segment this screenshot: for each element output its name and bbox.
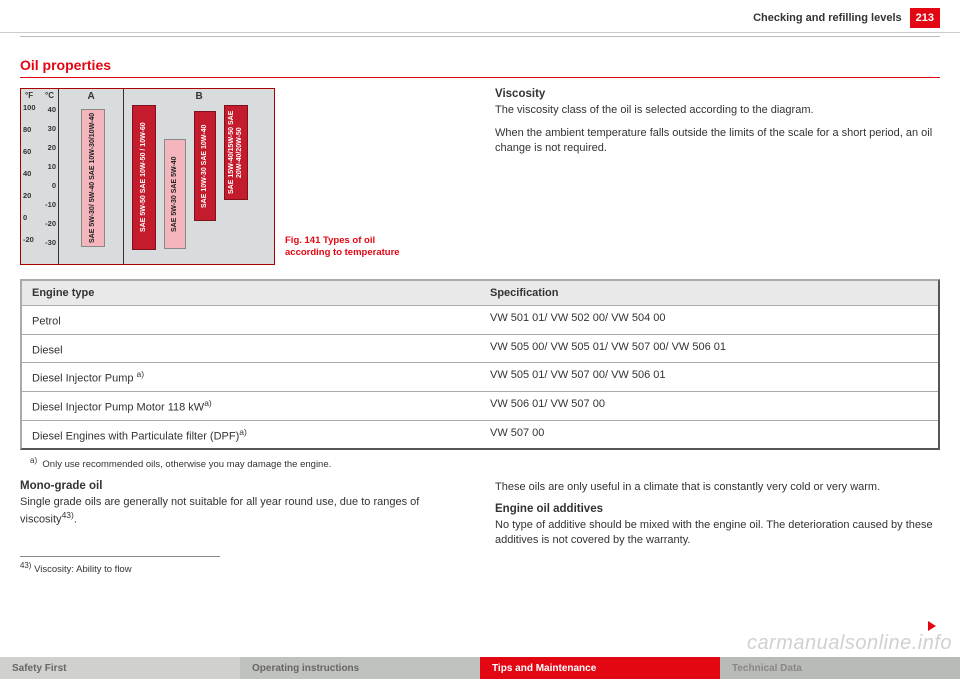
- axis-unit-f: °F: [25, 91, 33, 100]
- footnote-sup: 43): [20, 561, 31, 570]
- table-header-row: Engine type Specification: [22, 281, 938, 306]
- viscosity-p1: The viscosity class of the oil is select…: [495, 103, 940, 118]
- table-head-col2: Specification: [480, 281, 938, 305]
- figure-caption-line1: Fig. 141 Types of oil: [285, 235, 375, 246]
- table-cell: Petrol: [22, 306, 480, 334]
- table-cell: VW 506 01/ VW 507 00: [480, 392, 938, 420]
- section-rule: [20, 77, 940, 78]
- additives-column: These oils are only useful in a climate …: [495, 480, 940, 575]
- tick-f: 0: [23, 213, 27, 222]
- climate-para: These oils are only useful in a climate …: [495, 480, 940, 495]
- spec-table: Engine type Specification Petrol VW 501 …: [20, 279, 940, 450]
- tick-c: 10: [48, 162, 56, 171]
- table-cell: VW 507 00: [480, 421, 938, 449]
- bar-b2: SAE 5W-30 SAE 5W-40: [164, 139, 186, 249]
- footnote-43: 43) Viscosity: Ability to flow: [20, 556, 220, 575]
- tick-c: 20: [48, 143, 56, 152]
- table-row: Diesel VW 505 00/ VW 505 01/ VW 507 00/ …: [22, 335, 938, 364]
- figure-caption: Fig. 141 Types of oil according to tempe…: [285, 235, 400, 259]
- table-note-sup: a): [30, 456, 37, 465]
- tick-c: -10: [45, 200, 56, 209]
- table-cell: VW 505 01/ VW 507 00/ VW 506 01: [480, 363, 938, 391]
- figure-column: °F °C 100 80 60 40 20 0 -20 40 30 20 10 …: [20, 88, 465, 265]
- table-row: Petrol VW 501 01/ VW 502 00/ VW 504 00: [22, 306, 938, 335]
- lower-columns: Mono-grade oil Single grade oils are gen…: [20, 480, 940, 575]
- table-cell-text: Diesel Injector Pump Motor 118 kW: [32, 402, 204, 414]
- tick-c: -30: [45, 238, 56, 247]
- bar-b3: SAE 10W-30 SAE 10W-40: [194, 111, 216, 221]
- tab-technical[interactable]: Technical Data: [720, 657, 960, 679]
- table-row: Diesel Engines with Particulate filter (…: [22, 421, 938, 449]
- tick-f: 60: [23, 147, 31, 156]
- tick-c: -20: [45, 219, 56, 228]
- tick-f: 80: [23, 125, 31, 134]
- mono-sup: 43): [62, 510, 74, 520]
- table-cell-text: Diesel Engines with Particulate filter (…: [32, 430, 239, 442]
- mono-period: .: [74, 514, 77, 526]
- tick-c: 30: [48, 124, 56, 133]
- bar-a1: SAE 5W-30/ 5W-40 SAE 10W-30/10W-40: [81, 109, 105, 247]
- viscosity-p2: When the ambient temperature falls outsi…: [495, 126, 940, 156]
- table-cell-text: Diesel: [32, 344, 63, 356]
- tab-operating[interactable]: Operating instructions: [240, 657, 480, 679]
- zone-a: A SAE 5W-30/ 5W-40 SAE 10W-30/10W-40: [59, 89, 124, 264]
- tick-c: 40: [48, 105, 56, 114]
- viscosity-column: Viscosity The viscosity class of the oil…: [495, 88, 940, 265]
- viscosity-heading: Viscosity: [495, 88, 940, 100]
- figure-wrap: °F °C 100 80 60 40 20 0 -20 40 30 20 10 …: [20, 88, 465, 265]
- tick-c: 0: [52, 181, 56, 190]
- tab-safety[interactable]: Safety First: [0, 657, 240, 679]
- table-cell: Diesel: [22, 335, 480, 363]
- zone-b: B SAE 5W-50 SAE 10W-50 / 10W-60 SAE 5W-3…: [124, 89, 274, 264]
- table-note-text: Only use recommended oils, otherwise you…: [42, 459, 331, 470]
- continue-arrow-icon: [928, 621, 936, 631]
- oil-chart: °F °C 100 80 60 40 20 0 -20 40 30 20 10 …: [20, 88, 275, 265]
- watermark: carmanualsonline.info: [747, 632, 952, 655]
- section-title: Oil properties: [20, 57, 940, 73]
- bar-b4: SAE 15W-40/15W-50 SAE 20W-40/20W-50: [224, 105, 248, 200]
- table-cell: Diesel Injector Pump a): [22, 363, 480, 391]
- zone-a-label: A: [87, 91, 94, 102]
- tick-f: 40: [23, 169, 31, 178]
- table-cell-text: Diesel Injector Pump: [32, 373, 137, 385]
- table-cell: VW 505 00/ VW 505 01/ VW 507 00/ VW 506 …: [480, 335, 938, 363]
- mono-para: Single grade oils are generally not suit…: [20, 495, 465, 527]
- table-cell: VW 501 01/ VW 502 00/ VW 504 00: [480, 306, 938, 334]
- bar-b1: SAE 5W-50 SAE 10W-50 / 10W-60: [132, 105, 156, 250]
- additives-heading: Engine oil additives: [495, 503, 940, 515]
- table-head-col1: Engine type: [22, 281, 480, 305]
- tick-f: 20: [23, 191, 31, 200]
- page-header: Checking and refilling levels 213: [0, 0, 960, 33]
- header-section-title: Checking and refilling levels: [753, 12, 902, 24]
- table-row: Diesel Injector Pump a) VW 505 01/ VW 50…: [22, 363, 938, 392]
- mono-column: Mono-grade oil Single grade oils are gen…: [20, 480, 465, 575]
- zone-b-label: B: [195, 91, 202, 102]
- axis-unit-c: °C: [45, 91, 54, 100]
- mono-heading: Mono-grade oil: [20, 480, 465, 492]
- footnote-text: Viscosity: Ability to flow: [31, 564, 131, 575]
- additives-para: No type of additive should be mixed with…: [495, 518, 940, 548]
- chart-body: A SAE 5W-30/ 5W-40 SAE 10W-30/10W-40 B S…: [59, 89, 274, 264]
- table-cell-sup: a): [204, 398, 212, 408]
- tick-f: 100: [23, 103, 36, 112]
- table-cell-text: Petrol: [32, 316, 61, 328]
- table-footnote: a) Only use recommended oils, otherwise …: [30, 456, 940, 470]
- tab-tips[interactable]: Tips and Maintenance: [480, 657, 720, 679]
- bottom-tabs: Safety First Operating instructions Tips…: [0, 657, 960, 679]
- page-number: 213: [910, 8, 940, 28]
- tick-f: -20: [23, 235, 34, 244]
- temp-axis: °F °C 100 80 60 40 20 0 -20 40 30 20 10 …: [21, 89, 59, 264]
- table-cell-sup: a): [239, 427, 247, 437]
- table-row: Diesel Injector Pump Motor 118 kWa) VW 5…: [22, 392, 938, 421]
- table-cell-sup: a): [137, 369, 145, 379]
- table-cell: Diesel Engines with Particulate filter (…: [22, 421, 480, 449]
- figure-caption-line2: according to temperature: [285, 247, 400, 258]
- mono-text: Single grade oils are generally not suit…: [20, 496, 419, 526]
- table-cell: Diesel Injector Pump Motor 118 kWa): [22, 392, 480, 420]
- upper-columns: °F °C 100 80 60 40 20 0 -20 40 30 20 10 …: [20, 88, 940, 265]
- header-rule: [20, 36, 940, 37]
